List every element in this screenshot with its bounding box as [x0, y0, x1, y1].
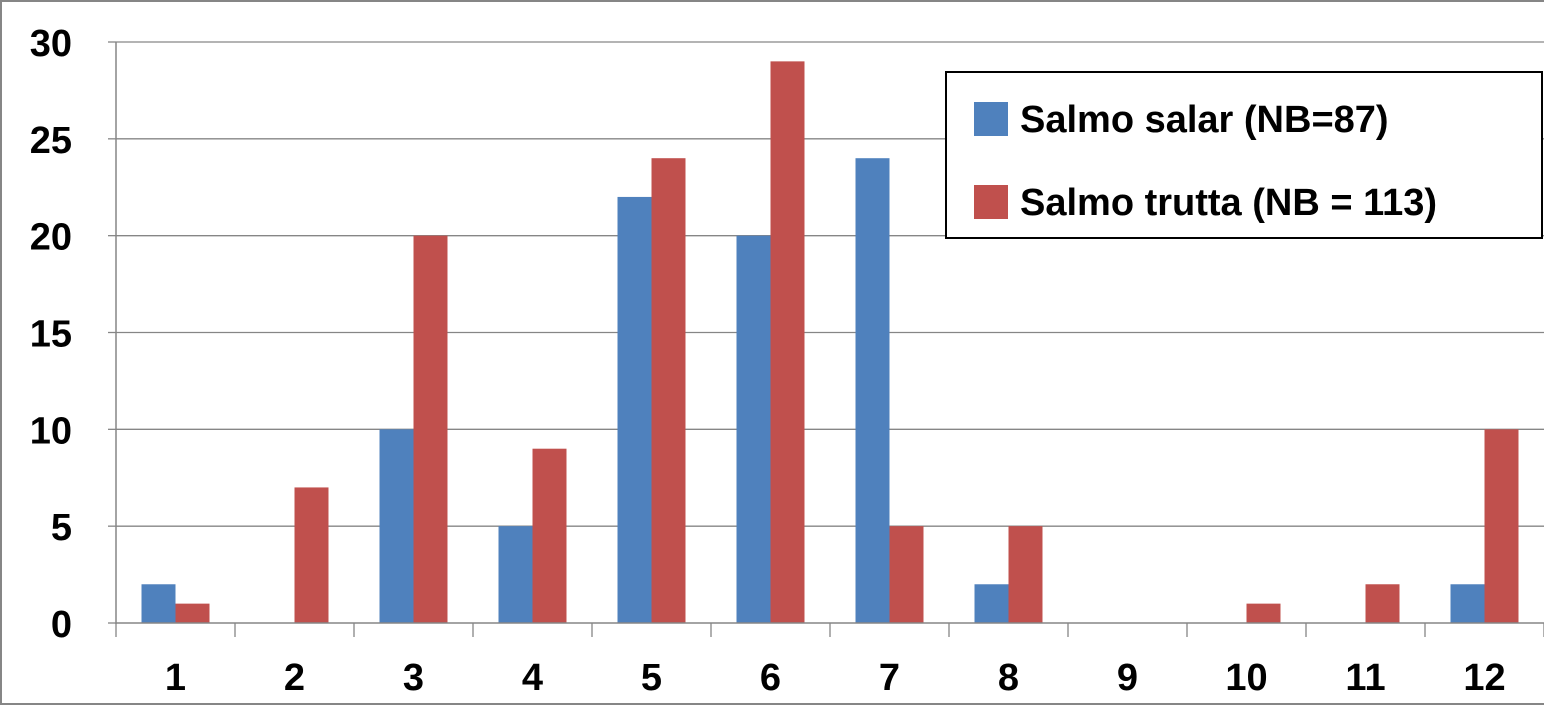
- x-tick-label: 4: [522, 657, 543, 699]
- x-tick-label: 8: [998, 657, 1019, 699]
- y-tick-label: 5: [51, 507, 72, 549]
- bar-salar-7: [855, 158, 890, 623]
- x-tick-label: 1: [165, 657, 186, 699]
- x-tick-label: 3: [403, 657, 424, 699]
- y-tick-labels: 0 5 10 15 20 25 30: [30, 23, 72, 646]
- legend: Salmo salar (NB=87) Salmo trutta (NB = 1…: [945, 71, 1543, 239]
- legend-label-trutta: Salmo trutta (NB = 113): [1020, 182, 1437, 224]
- bar-trutta-11: [1365, 584, 1400, 623]
- legend-label-salar: Salmo salar (NB=87): [1020, 99, 1389, 141]
- y-tick-label: 30: [30, 23, 72, 65]
- bar-salar-3: [379, 429, 414, 623]
- bar-trutta-10: [1246, 603, 1281, 623]
- bar-trutta-1: [175, 603, 210, 623]
- bar-salar-8: [974, 584, 1009, 623]
- bar-trutta-2: [294, 487, 329, 623]
- bar-trutta-7: [889, 526, 924, 623]
- bar-salar-5: [617, 196, 652, 623]
- y-tick-label: 25: [30, 120, 72, 162]
- bar-trutta-6: [770, 61, 805, 624]
- x-tick-label: 10: [1225, 657, 1267, 699]
- y-tick-label: 0: [51, 604, 72, 646]
- bar-salar-1: [141, 584, 176, 623]
- x-tick-label: 9: [1117, 657, 1138, 699]
- x-tick-label: 12: [1463, 657, 1505, 699]
- x-tick-label: 7: [879, 657, 900, 699]
- y-tick-label: 15: [30, 314, 72, 356]
- bar-trutta-8: [1008, 526, 1043, 623]
- axes: [115, 42, 1544, 637]
- bars: [141, 61, 1519, 624]
- legend-swatch-salar: [974, 102, 1008, 136]
- bar-trutta-4: [532, 448, 567, 623]
- y-tick-label: 20: [30, 217, 72, 259]
- bar-salar-12: [1450, 584, 1485, 623]
- bar-trutta-12: [1484, 429, 1519, 623]
- x-tick-label: 11: [1345, 657, 1385, 699]
- legend-box: [945, 71, 1543, 239]
- legend-swatch-trutta: [974, 185, 1008, 219]
- bar-salar-6: [736, 235, 771, 623]
- x-tick-label: 5: [641, 657, 662, 699]
- x-tick-labels: 1 2 3 4 5 6 7 8 9 10 11 12: [165, 657, 1506, 699]
- y-tick-label: 10: [30, 410, 72, 452]
- bar-salar-4: [498, 526, 533, 623]
- bar-trutta-5: [651, 158, 686, 623]
- x-tick-label: 6: [760, 657, 781, 699]
- x-tick-label: 2: [284, 657, 305, 699]
- bar-trutta-3: [413, 235, 448, 623]
